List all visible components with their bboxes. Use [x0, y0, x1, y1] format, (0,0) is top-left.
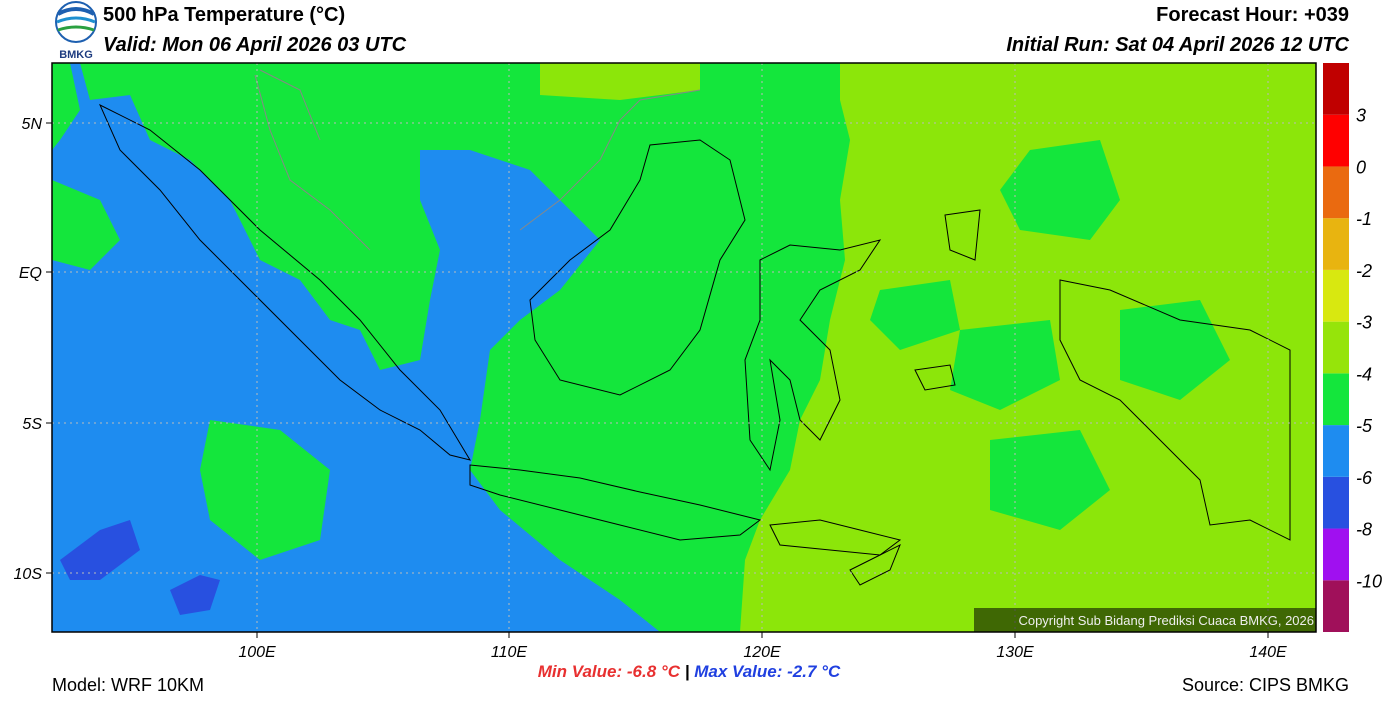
temperature-field: [52, 63, 1316, 632]
lat-label: 10S: [14, 566, 43, 583]
colorbar-label: 0: [1356, 157, 1366, 177]
colorbar-label: -10: [1356, 571, 1382, 591]
model: Model: WRF 10KM: [52, 675, 204, 695]
lat-label: EQ: [19, 265, 42, 282]
max-label: Max Value:: [694, 662, 782, 681]
min-label: Min Value:: [538, 662, 622, 681]
colorbar-segment: [1323, 580, 1349, 632]
colorbar-segment: [1323, 218, 1349, 270]
lon-label: 100E: [238, 644, 276, 661]
colorbar-segment: [1323, 425, 1349, 477]
graticule: 100E 110E 120E 130E 140E 5N EQ 5S 10S: [14, 63, 1316, 661]
colorbar-label: 3: [1356, 106, 1366, 126]
initial-run: Initial Run: Sat 04 April 2026 12 UTC: [1006, 34, 1349, 56]
lon-label: 120E: [743, 644, 781, 661]
colorbar-segment: [1323, 166, 1349, 219]
colorbar-segment: [1323, 321, 1349, 374]
colorbar-label: -2: [1356, 261, 1372, 281]
colorbar: -10-8-6-5-4-3-2-103: [1323, 63, 1382, 632]
forecast-hour: Forecast Hour: +039: [1156, 4, 1349, 26]
max-value: -2.7: [787, 662, 818, 681]
title: 500 hPa Temperature (°C): [103, 4, 345, 26]
min-unit: °C: [661, 662, 681, 681]
lat-label: 5N: [22, 116, 43, 133]
min-value: -6.8: [627, 662, 657, 681]
colorbar-label: -3: [1356, 313, 1372, 333]
coastlines: [98, 69, 1291, 586]
lon-label: 110E: [491, 644, 528, 661]
source: Source: CIPS BMKG: [1182, 675, 1349, 695]
colorbar-segment: [1323, 114, 1349, 167]
colorbar-label: -6: [1356, 468, 1373, 488]
lon-label: 130E: [996, 644, 1034, 661]
separator: |: [685, 662, 690, 681]
colorbar-label: -5: [1356, 416, 1373, 436]
colorbar-segment: [1323, 373, 1349, 426]
lon-label: 140E: [1249, 644, 1287, 661]
map-frame: [51, 62, 1317, 633]
colorbar-label: -8: [1356, 520, 1372, 540]
colorbar-segment: [1323, 269, 1349, 322]
copyright-box: [974, 608, 1316, 632]
colorbar-segment: [1323, 63, 1349, 115]
logo: BMKG: [55, 1, 97, 61]
max-unit: °C: [821, 662, 841, 681]
colorbar-label: -1: [1356, 209, 1372, 229]
copyright: Copyright Sub Bidang Prediksi Cuaca BMKG…: [1018, 613, 1314, 628]
valid-time: Valid: Mon 06 April 2026 03 UTC: [103, 34, 407, 56]
colorbar-label: -4: [1356, 364, 1372, 384]
colorbar-segment: [1323, 528, 1349, 581]
lat-label: 5S: [22, 416, 42, 433]
logo-text: BMKG: [59, 49, 93, 61]
colorbar-segment: [1323, 476, 1349, 529]
min-max: Min Value: -6.8 °C | Max Value: -2.7 °C: [538, 662, 841, 681]
